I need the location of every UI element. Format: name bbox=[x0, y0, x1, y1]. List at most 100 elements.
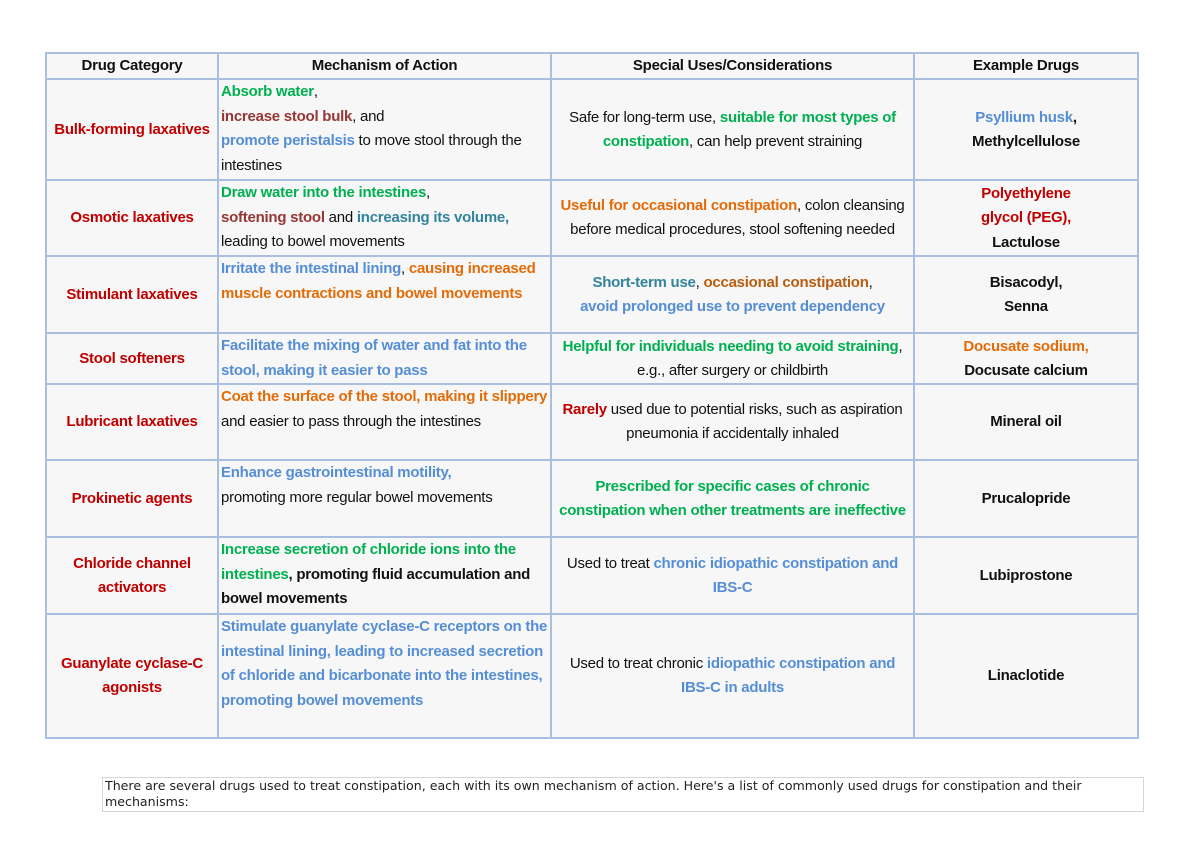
text-segment: , bbox=[868, 273, 873, 291]
mechanism-cell: Increase secretion of chloride ions into… bbox=[217, 536, 552, 616]
text-segment: Rarely bbox=[562, 401, 607, 418]
text-segment: , and bbox=[352, 107, 385, 125]
header-mechanism: Mechanism of Action bbox=[217, 51, 552, 81]
mechanism-cell: Draw water into the intestines, softening… bbox=[217, 179, 552, 258]
text-segment: , bbox=[313, 83, 318, 101]
text-segment: Lactulose bbox=[992, 233, 1060, 251]
text-segment: Docusate sodium, bbox=[963, 337, 1089, 355]
text-segment: Absorb water bbox=[221, 83, 314, 101]
example-drugs-cell: Linaclotide bbox=[913, 613, 1139, 740]
text-segment: avoid prolonged use to prevent dependenc… bbox=[580, 297, 885, 315]
text-segment: Bisacodyl, bbox=[989, 273, 1063, 291]
text-segment: glycol (PEG), bbox=[980, 209, 1072, 227]
table-row: Prokinetic agents Enhance gastrointestina… bbox=[45, 459, 1139, 539]
text-segment: and bbox=[324, 208, 357, 226]
drug-category-cell: Chloride channel activators bbox=[45, 536, 219, 616]
text-segment: , bbox=[695, 273, 704, 291]
text-segment: Linaclotide bbox=[987, 667, 1065, 685]
mechanism-cell: Coat the surface of the stool, making it… bbox=[217, 383, 552, 462]
text-segment: Draw water into the intestines bbox=[221, 184, 427, 202]
header-special-uses: Special Uses/Considerations bbox=[550, 51, 915, 81]
special-uses-cell: Used to treat chronic idiopathic constip… bbox=[550, 536, 915, 616]
mechanism-cell: Stimulate guanylate cyclase-C receptors … bbox=[217, 613, 552, 740]
text-segment: Senna bbox=[1004, 297, 1048, 315]
text-segment: leading to bowel movements bbox=[221, 233, 405, 251]
text-segment: Enhance gastrointestinal motility, bbox=[221, 464, 452, 482]
text-segment: Used to treat bbox=[566, 554, 654, 572]
text-segment: idiopathic constipation and IBS-C in adu… bbox=[681, 655, 896, 697]
example-drugs-cell: Mineral oil bbox=[913, 383, 1139, 462]
special-uses-cell: Helpful for individuals needing to avoid… bbox=[550, 332, 915, 386]
drug-category-cell: Guanylate cyclase-C agonists bbox=[45, 613, 219, 740]
example-drugs-cell: Polyethylene glycol (PEG), Lactulose bbox=[913, 179, 1139, 258]
text-segment: Increase secretion of chloride ions into… bbox=[221, 541, 516, 583]
text-segment: Methylcellulose bbox=[972, 132, 1080, 150]
text-segment: Docusate calcium bbox=[964, 361, 1088, 379]
drug-category-cell: Lubricant laxatives bbox=[45, 383, 219, 462]
text-segment: , colon cleansing before medical procedu… bbox=[570, 197, 905, 239]
table-row: Chloride channel activators Increase secr… bbox=[45, 536, 1139, 616]
text-segment: , bbox=[401, 260, 409, 278]
text-segment: increase stool bulk bbox=[221, 107, 353, 125]
text-segment: , bbox=[426, 184, 430, 202]
text-segment: Lubiprostone bbox=[979, 566, 1073, 584]
text-segment: Helpful for individuals needing to avoid… bbox=[562, 337, 899, 355]
drug-category-cell: Stimulant laxatives bbox=[45, 255, 219, 335]
text-segment: Safe for long-term use, bbox=[569, 108, 720, 126]
mechanism-cell: Irritate the intestinal lining, causing … bbox=[217, 255, 552, 335]
text-segment: chronic idiopathic constipation and IBS-… bbox=[653, 554, 899, 596]
text-segment: Mineral oil bbox=[990, 413, 1062, 431]
text-segment: Polyethylene bbox=[981, 184, 1071, 202]
special-uses-cell: Short-term use, occasional constipation,… bbox=[550, 255, 915, 335]
text-segment: softening stool bbox=[221, 208, 325, 226]
special-uses-cell: Useful for occasional constipation, colo… bbox=[550, 179, 915, 258]
drug-category-cell: Osmotic laxatives bbox=[45, 179, 219, 258]
text-segment: suitable for most types of constipation bbox=[602, 108, 896, 150]
table-row: Osmotic laxatives Draw water into the int… bbox=[45, 179, 1139, 258]
text-segment: Prescribed for specific cases of chronic… bbox=[559, 477, 906, 519]
example-drugs-cell: Docusate sodium, Docusate calcium bbox=[913, 332, 1139, 386]
drug-category-cell: Prokinetic agents bbox=[45, 459, 219, 539]
example-drugs-cell: Prucalopride bbox=[913, 459, 1139, 539]
table-row: Guanylate cyclase-C agonists Stimulate gu… bbox=[45, 613, 1139, 740]
text-segment: Psyllium husk bbox=[975, 108, 1073, 126]
drug-category-cell: Stool softeners bbox=[45, 332, 219, 386]
intro-note: There are several drugs used to treat co… bbox=[102, 777, 1144, 812]
example-drugs-cell: Lubiprostone bbox=[913, 536, 1139, 616]
text-segment: Prucalopride bbox=[981, 489, 1071, 507]
text-segment: and easier to pass through the intestine… bbox=[221, 412, 481, 430]
table-row: Stimulant laxatives Irritate the intestin… bbox=[45, 255, 1139, 335]
text-segment: Coat the surface of the stool, making it… bbox=[221, 388, 548, 406]
text-segment: , promoting fluid accumulation and bowel… bbox=[221, 565, 531, 608]
text-segment: Useful for occasional constipation bbox=[560, 197, 798, 214]
text-segment: used due to potential risks, such as asp… bbox=[606, 401, 903, 443]
text-segment: promoting more regular bowel movements bbox=[221, 488, 493, 506]
text-segment: causing increased muscle contractions an… bbox=[221, 260, 536, 302]
text-segment: occasional constipation bbox=[703, 273, 869, 291]
example-drugs-cell: Bisacodyl, Senna bbox=[913, 255, 1139, 335]
special-uses-cell: Prescribed for specific cases of chronic… bbox=[550, 459, 915, 539]
text-segment: Stimulate guanylate cyclase-C receptors … bbox=[221, 618, 548, 709]
text-segment: Short-term use bbox=[592, 273, 696, 291]
text-segment: Facilitate the mixing of water and fat i… bbox=[221, 337, 527, 379]
text-segment: , e.g., after surgery or childbirth bbox=[636, 337, 903, 379]
text-segment: Irritate the intestinal lining bbox=[221, 260, 402, 278]
header-example-drugs: Example Drugs bbox=[913, 51, 1139, 81]
table-row: Stool softeners Facilitate the mixing of … bbox=[45, 332, 1139, 386]
header-row: Drug Category Mechanism of Action Specia… bbox=[45, 51, 1139, 81]
text-segment: promote peristalsis bbox=[221, 132, 355, 150]
mechanism-cell: Enhance gastrointestinal motility, promot… bbox=[217, 459, 552, 539]
text-segment: , bbox=[1072, 108, 1077, 126]
text-segment: Used to treat chronic bbox=[569, 655, 707, 672]
special-uses-cell: Safe for long-term use, suitable for mos… bbox=[550, 78, 915, 182]
header-drug-category: Drug Category bbox=[45, 51, 219, 81]
text-segment: , can help prevent straining bbox=[689, 132, 863, 150]
drug-table: Drug Category Mechanism of Action Specia… bbox=[45, 51, 1139, 740]
text-segment: increasing its volume, bbox=[356, 208, 509, 226]
text-segment: to move stool through the intestines bbox=[221, 132, 522, 174]
example-drugs-cell: Psyllium husk, Methylcellulose bbox=[913, 78, 1139, 182]
special-uses-cell: Rarely used due to potential risks, such… bbox=[550, 383, 915, 462]
mechanism-cell: Absorb water, increase stool bulk, and pro… bbox=[217, 78, 552, 182]
mechanism-cell: Facilitate the mixing of water and fat i… bbox=[217, 332, 552, 386]
special-uses-cell: Used to treat chronic idiopathic constip… bbox=[550, 613, 915, 740]
